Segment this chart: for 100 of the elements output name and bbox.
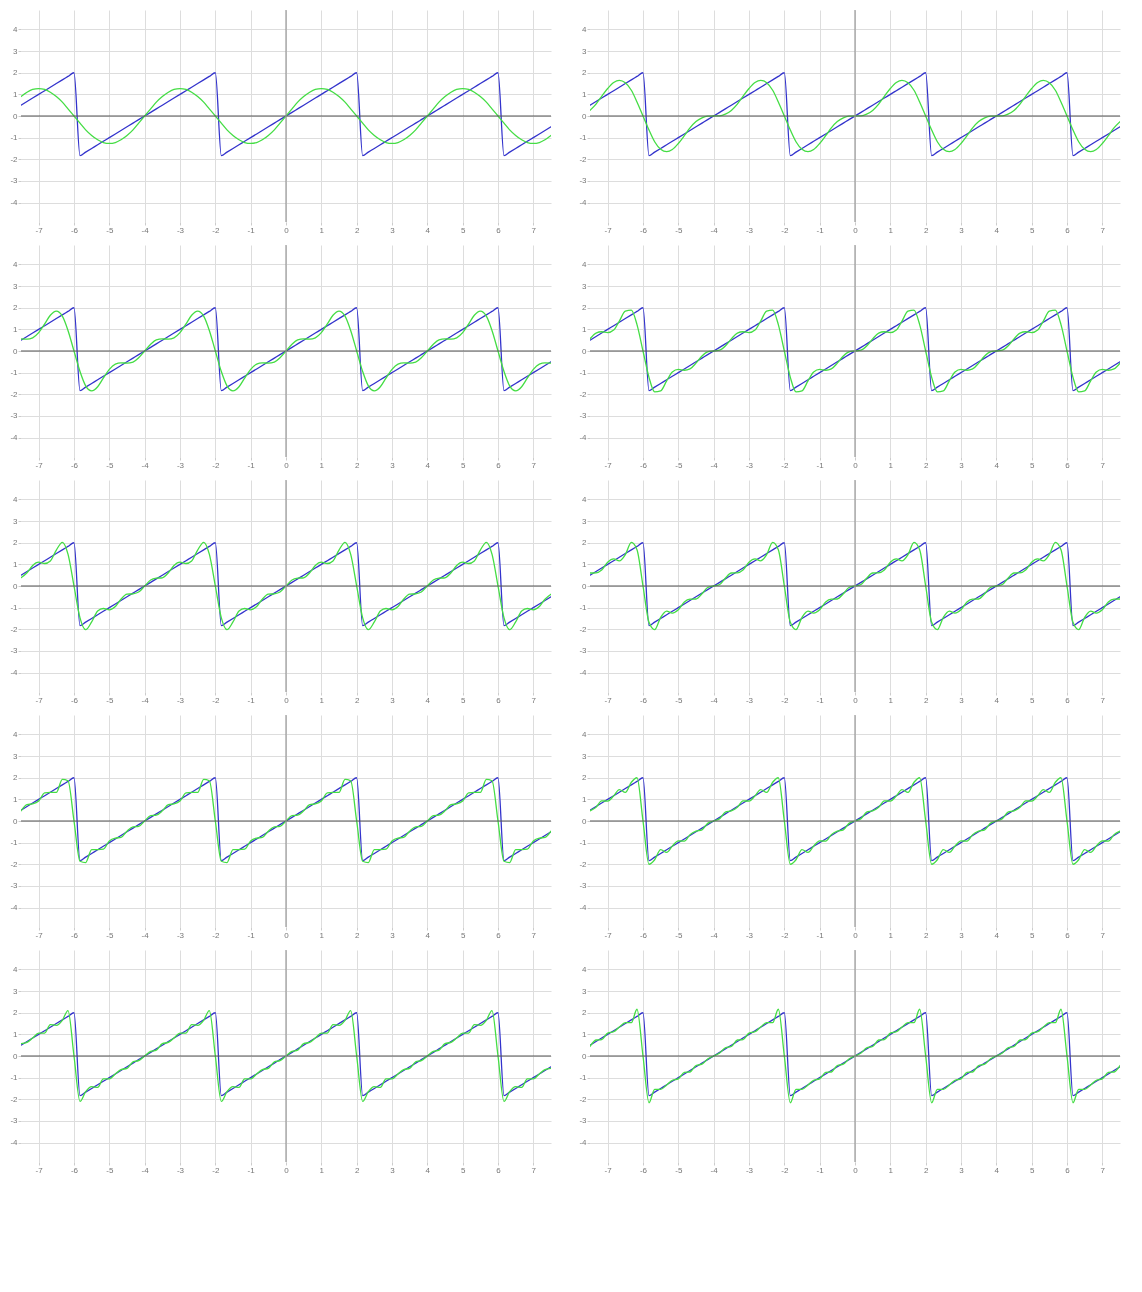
x-tick-label: -4	[141, 460, 150, 470]
y-tick-label: -3	[10, 881, 19, 891]
x-tick-label: 2	[923, 1165, 929, 1175]
x-tick-label: -2	[212, 1165, 220, 1175]
x-tick-label: -7	[604, 1165, 613, 1175]
x-tick-label: -4	[710, 460, 719, 470]
x-tick-label: -6	[70, 930, 79, 940]
y-tick-label: -4	[10, 433, 19, 443]
x-tick-label: 6	[496, 1165, 502, 1175]
x-tick-label: 4	[994, 930, 1000, 940]
y-tick-label: 2	[582, 538, 588, 548]
x-tick-label: 3	[959, 460, 965, 470]
x-tick-label: -1	[247, 695, 256, 705]
y-tick-label: -1	[10, 133, 19, 143]
x-tick-label: 5	[460, 1165, 466, 1175]
x-tick-label: -7	[35, 695, 44, 705]
y-tick-label: 0	[582, 111, 588, 121]
x-tick-label: -6	[70, 225, 79, 235]
x-tick-label: 4	[994, 460, 1000, 470]
x-tick-label: 4	[994, 695, 1000, 705]
x-tick-label: 4	[425, 460, 431, 470]
x-tick-label: 4	[425, 225, 431, 235]
x-tick-label: -1	[247, 460, 256, 470]
y-tick-label: 1	[582, 324, 588, 334]
x-tick-label: -3	[745, 930, 754, 940]
x-tick-label: -4	[141, 930, 150, 940]
y-tick-label: -4	[579, 668, 588, 678]
y-tick-label: -2	[579, 624, 588, 634]
x-tick-label: -5	[675, 930, 683, 940]
x-tick-label: 3	[959, 695, 965, 705]
y-tick-label: 3	[582, 46, 588, 56]
x-tick-label: 1	[888, 225, 894, 235]
x-tick-label: 0	[284, 225, 290, 235]
x-tick-label: -5	[106, 930, 114, 940]
y-tick-label: 2	[582, 303, 588, 313]
y-tick-label: 1	[13, 1029, 19, 1039]
y-tick-label: 0	[582, 816, 588, 826]
y-tick-label: -4	[10, 903, 19, 913]
x-tick-label: -7	[604, 930, 613, 940]
y-tick-label: -2	[10, 859, 19, 869]
x-tick-label: 3	[390, 460, 396, 470]
y-tick-label: 4	[13, 24, 19, 34]
x-tick-label: 5	[1029, 930, 1035, 940]
y-tick-label: 1	[13, 559, 19, 569]
x-tick-label: -3	[176, 695, 185, 705]
y-tick-label: 4	[13, 494, 19, 504]
x-tick-label: -6	[70, 1165, 79, 1175]
x-tick-label: -1	[816, 1165, 825, 1175]
x-tick-label: 4	[425, 930, 431, 940]
y-tick-label: -1	[579, 133, 588, 143]
y-tick-label: -3	[579, 411, 588, 421]
x-tick-label: -2	[781, 930, 789, 940]
y-tick-label: 3	[13, 751, 19, 761]
x-tick-label: 3	[390, 225, 396, 235]
x-tick-label: 3	[959, 930, 965, 940]
y-tick-label: 2	[13, 68, 19, 78]
x-tick-label: 7	[531, 1165, 537, 1175]
x-tick-label: -4	[141, 1165, 150, 1175]
x-tick-label: -1	[816, 460, 825, 470]
x-tick-label: -2	[212, 695, 220, 705]
x-tick-label: 6	[496, 225, 502, 235]
x-tick-label: 5	[460, 460, 466, 470]
y-tick-label: -4	[579, 903, 588, 913]
y-tick-label: -3	[10, 176, 19, 186]
x-tick-label: 4	[994, 1165, 1000, 1175]
y-tick-label: 4	[13, 729, 19, 739]
y-tick-label: -3	[10, 646, 19, 656]
x-tick-label: 1	[319, 225, 325, 235]
x-tick-label: 7	[1100, 225, 1106, 235]
y-tick-label: -1	[579, 838, 588, 848]
y-tick-label: 1	[582, 1029, 588, 1039]
x-tick-label: 7	[531, 225, 537, 235]
x-tick-label: -7	[35, 460, 44, 470]
y-tick-label: -4	[10, 198, 19, 208]
y-tick-label: -3	[10, 411, 19, 421]
y-tick-label: 1	[13, 794, 19, 804]
y-tick-label: -2	[579, 1094, 588, 1104]
y-tick-label: 0	[582, 346, 588, 356]
y-tick-label: -3	[579, 1116, 588, 1126]
x-tick-label: 2	[923, 930, 929, 940]
y-tick-label: -3	[579, 176, 588, 186]
y-tick-label: 3	[13, 986, 19, 996]
y-tick-label: 0	[13, 816, 19, 826]
y-tick-label: -2	[10, 1094, 19, 1104]
y-tick-label: 3	[582, 516, 588, 526]
x-tick-label: 6	[1065, 930, 1071, 940]
x-tick-label: 6	[496, 695, 502, 705]
y-tick-label: 0	[582, 1051, 588, 1061]
x-tick-label: 1	[888, 930, 894, 940]
x-tick-label: -5	[675, 1165, 683, 1175]
x-tick-label: -2	[781, 1165, 789, 1175]
x-tick-label: -5	[675, 695, 683, 705]
y-tick-label: 0	[13, 1051, 19, 1061]
x-tick-label: 5	[460, 225, 466, 235]
y-tick-label: 4	[13, 964, 19, 974]
x-tick-label: 2	[923, 225, 929, 235]
x-tick-label: 0	[284, 460, 290, 470]
x-tick-label: 7	[531, 930, 537, 940]
x-tick-label: 0	[284, 930, 290, 940]
x-tick-label: 7	[531, 695, 537, 705]
